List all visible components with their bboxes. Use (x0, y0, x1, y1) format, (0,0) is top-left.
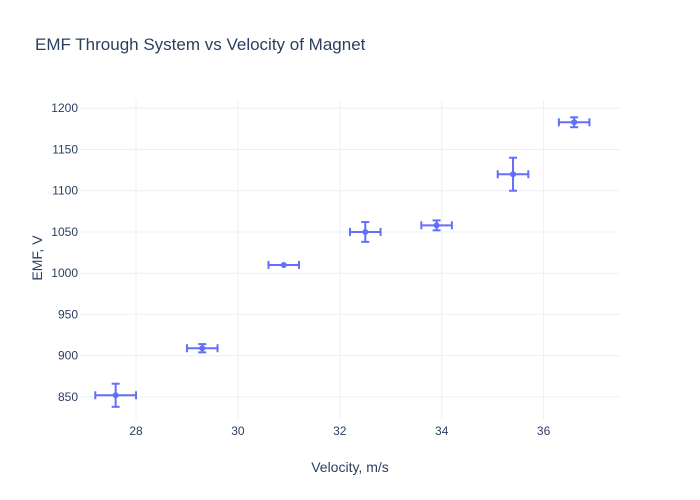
data-point[interactable] (199, 345, 206, 352)
y-tick-label: 1100 (52, 184, 78, 198)
x-tick-label: 30 (231, 424, 245, 438)
data-point-group (349, 221, 382, 243)
x-tick-label: 34 (435, 424, 449, 438)
chart-title: EMF Through System vs Velocity of Magnet (35, 35, 366, 54)
data-point-group (557, 116, 591, 129)
data-point-group (185, 343, 219, 354)
data-point-group (94, 382, 138, 408)
x-tick-label: 32 (333, 424, 347, 438)
data-point[interactable] (280, 261, 287, 268)
x-tick-label: 28 (129, 424, 143, 438)
data-point[interactable] (571, 119, 578, 126)
grid-layer (80, 100, 620, 420)
data-point[interactable] (112, 392, 119, 399)
y-tick-label: 1050 (51, 225, 78, 239)
y-tick-label: 850 (58, 390, 78, 404)
y-tick-label: 1200 (51, 101, 78, 115)
data-point-group (420, 219, 453, 232)
data-point[interactable] (510, 171, 517, 178)
data-point-group (496, 156, 530, 192)
y-tick-label: 950 (58, 307, 78, 321)
y-tick-label: 900 (58, 349, 78, 363)
data-point-group (267, 260, 301, 269)
y-tick-label: 1000 (51, 266, 78, 280)
x-tick-label: 36 (537, 424, 551, 438)
tick-layer: 28 30 32 34 36 850 900 950 1000 1050 1100 1150 1200 (51, 101, 550, 438)
x-axis-title: Velocity, m/s (311, 459, 389, 475)
y-tick-label: 1150 (52, 142, 78, 156)
data-point[interactable] (362, 228, 369, 235)
data-layer (94, 116, 591, 408)
y-axis-title: EMF, V (29, 235, 45, 281)
data-point[interactable] (433, 222, 440, 229)
